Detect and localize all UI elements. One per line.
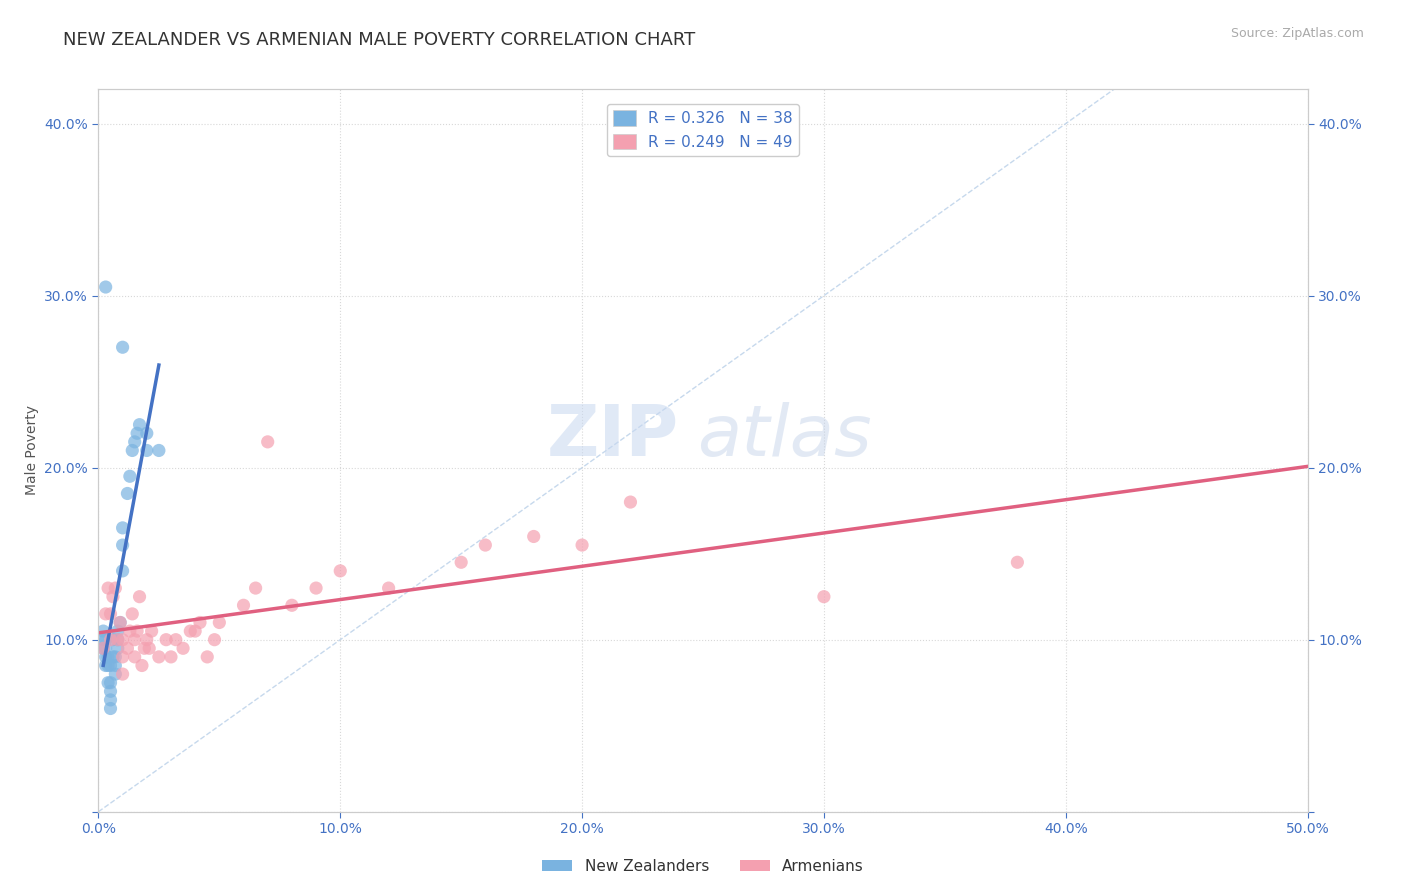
Point [135,632,157,647]
Point [101,632,124,647]
Point [118,624,141,639]
Point [94,658,117,673]
Point [107,641,129,656]
Point [138,641,160,656]
Point [94,649,117,664]
Point [619,495,641,509]
Point [97,581,120,595]
Point [107,632,129,647]
Text: ZIP: ZIP [547,401,679,470]
Point [94,280,117,294]
Point [111,564,134,578]
Point [184,624,207,639]
Point [91,624,114,639]
Legend: R = 0.326   N = 38, R = 0.249   N = 49: R = 0.326 N = 38, R = 0.249 N = 49 [607,104,799,156]
Point [134,641,156,656]
Point [101,590,124,604]
Point [111,521,134,535]
Point [117,641,139,656]
Point [91,632,114,647]
Point [256,434,278,449]
Point [97,649,120,664]
Point [124,649,146,664]
Point [281,599,304,613]
Point [97,658,120,673]
Point [135,426,157,441]
Point [208,615,231,630]
Point [450,555,472,569]
Point [100,675,122,690]
Point [127,624,149,639]
Point [148,443,170,458]
Point [148,649,170,664]
Point [100,658,122,673]
Point [94,641,117,656]
Point [523,529,546,543]
Point [104,581,127,595]
Point [117,486,139,500]
Point [160,649,183,664]
Point [111,340,134,354]
Point [121,607,143,621]
Point [91,641,114,656]
Point [128,417,150,432]
Point [329,564,352,578]
Point [111,649,134,664]
Point [155,632,177,647]
Legend: New Zealanders, Armenians: New Zealanders, Armenians [536,853,870,880]
Point [111,538,134,552]
Text: atlas: atlas [697,401,872,470]
Point [124,434,146,449]
Point [100,701,122,715]
Point [111,632,134,647]
Point [1007,555,1029,569]
Point [305,581,328,595]
Point [124,632,146,647]
Point [107,632,129,647]
Point [377,581,399,595]
Point [165,632,187,647]
Point [107,624,129,639]
Point [100,693,122,707]
Point [245,581,267,595]
Point [141,624,163,639]
Point [232,599,254,613]
Point [108,615,131,630]
Point [104,667,127,681]
Text: NEW ZEALANDER VS ARMENIAN MALE POVERTY CORRELATION CHART: NEW ZEALANDER VS ARMENIAN MALE POVERTY C… [63,31,696,49]
Point [188,615,211,630]
Point [91,641,114,656]
Point [94,632,117,647]
Point [128,590,150,604]
Point [104,649,127,664]
Point [111,667,134,681]
Point [108,615,131,630]
Point [100,607,122,621]
Point [97,675,120,690]
Point [813,590,835,604]
Text: Source: ZipAtlas.com: Source: ZipAtlas.com [1230,27,1364,40]
Point [571,538,593,552]
Point [104,658,127,673]
Point [131,658,153,673]
Point [101,649,124,664]
Point [195,649,218,664]
Point [121,443,143,458]
Point [94,607,117,621]
Point [474,538,496,552]
Point [100,684,122,698]
Point [100,632,122,647]
Point [135,443,157,458]
Point [127,426,149,441]
Point [118,469,141,483]
Point [179,624,201,639]
Y-axis label: Male Poverty: Male Poverty [24,406,38,495]
Point [172,641,194,656]
Point [204,632,226,647]
